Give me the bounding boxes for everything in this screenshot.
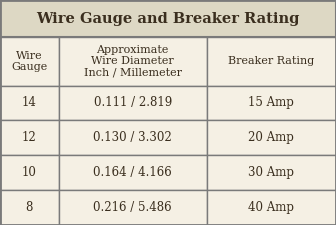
Text: 8: 8 — [26, 201, 33, 214]
Bar — [207, 120, 336, 155]
Text: 30 Amp: 30 Amp — [248, 166, 294, 179]
Bar — [59, 155, 207, 190]
Bar — [207, 86, 336, 120]
Bar — [59, 37, 207, 86]
Text: 12: 12 — [22, 131, 37, 144]
Bar — [0, 120, 59, 155]
Text: Wire
Gauge: Wire Gauge — [11, 51, 47, 72]
Text: 40 Amp: 40 Amp — [248, 201, 294, 214]
Text: 15 Amp: 15 Amp — [248, 97, 294, 109]
Bar — [0, 190, 59, 225]
Text: 0.111 / 2.819: 0.111 / 2.819 — [94, 97, 172, 109]
Bar — [0, 0, 336, 37]
Text: 0.130 / 3.302: 0.130 / 3.302 — [93, 131, 172, 144]
Text: Wire Gauge and Breaker Rating: Wire Gauge and Breaker Rating — [36, 11, 300, 26]
Bar — [59, 86, 207, 120]
Bar — [0, 86, 59, 120]
Text: 0.216 / 5.486: 0.216 / 5.486 — [93, 201, 172, 214]
Bar — [0, 37, 59, 86]
Text: 14: 14 — [22, 97, 37, 109]
Bar — [207, 190, 336, 225]
Text: Approximate
Wire Diameter
Inch / Millemeter: Approximate Wire Diameter Inch / Milleme… — [84, 45, 182, 78]
Bar — [59, 190, 207, 225]
Text: Breaker Rating: Breaker Rating — [228, 56, 314, 66]
Text: 20 Amp: 20 Amp — [248, 131, 294, 144]
Bar — [207, 155, 336, 190]
Text: 0.164 / 4.166: 0.164 / 4.166 — [93, 166, 172, 179]
Bar — [0, 155, 59, 190]
Bar — [59, 120, 207, 155]
Text: 10: 10 — [22, 166, 37, 179]
Bar — [207, 37, 336, 86]
